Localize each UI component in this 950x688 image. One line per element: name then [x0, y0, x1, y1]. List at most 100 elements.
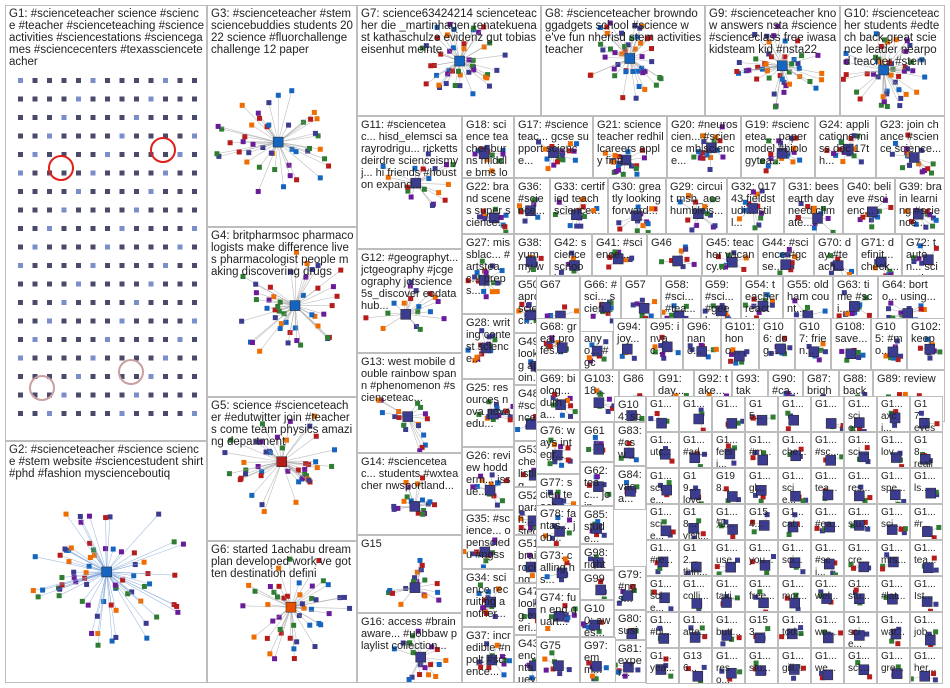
- graph-node: [589, 342, 595, 348]
- graph-node: [90, 115, 96, 120]
- graph-node: [141, 583, 147, 589]
- graph-node: [138, 598, 144, 604]
- graph-node: [704, 211, 710, 217]
- group-network-drawing: [857, 197, 894, 230]
- graph-node: [816, 357, 822, 363]
- graph-hub-node: [925, 634, 936, 646]
- graph-node: [18, 96, 23, 102]
- graph-edge: [294, 295, 338, 306]
- group-network-drawing: [921, 596, 939, 611]
- graph-node: [119, 337, 125, 342]
- graph-hub-node: [890, 489, 901, 501]
- group-network-drawing: [543, 335, 569, 355]
- group-network-drawing: [619, 343, 637, 361]
- graph-node: [293, 499, 299, 505]
- graph-node: [291, 622, 297, 628]
- graph-node: [581, 214, 587, 220]
- graph-edge: [106, 513, 159, 573]
- graph-node: [571, 612, 577, 618]
- small-group-cell: G1... #sc...: [811, 432, 844, 468]
- group-label: G5: science #scienceteacher #edutwitter …: [211, 400, 353, 448]
- group-network-drawing: [818, 669, 834, 681]
- graph-node: [192, 226, 197, 231]
- graph-node: [61, 226, 67, 231]
- group-label: G104: scien: [618, 399, 642, 422]
- small-group-cell: G1... tea...: [811, 468, 844, 504]
- graph-node: [851, 146, 857, 152]
- graph-node: [648, 416, 654, 422]
- graph-node: [683, 393, 689, 399]
- graph-node: [697, 155, 703, 161]
- graph-node: [515, 426, 521, 432]
- graph-edge: [252, 305, 296, 343]
- graph-node: [724, 393, 730, 399]
- small-group-cell: G1... #bl...: [646, 612, 679, 648]
- graph-node: [499, 498, 505, 504]
- group-g75: G75: [536, 637, 580, 683]
- graph-node: [90, 374, 96, 379]
- group-network-drawing: [586, 474, 612, 497]
- graph-node: [635, 204, 641, 210]
- group-label: G91: day...: [658, 373, 685, 397]
- graph-node: [18, 207, 23, 213]
- graph-node: [314, 465, 320, 471]
- graph-node: [654, 411, 660, 417]
- small-group-cell: G19... love: [679, 468, 712, 504]
- group-network-drawing: [841, 31, 928, 110]
- graph-node: [412, 165, 418, 171]
- group-label: G76: ways integr...: [540, 425, 575, 461]
- graph-node: [911, 255, 917, 261]
- graph-node: [422, 593, 428, 599]
- graph-node: [267, 584, 273, 590]
- graph-node: [403, 479, 409, 485]
- graph-node: [18, 115, 23, 120]
- graph-hub-node: [727, 524, 738, 535]
- graph-node: [887, 268, 893, 274]
- graph-node: [492, 614, 498, 620]
- graph-node: [32, 355, 38, 361]
- graph-node: [919, 57, 925, 63]
- graph-node: [837, 147, 843, 153]
- graph-node: [917, 345, 923, 351]
- graph-node: [887, 272, 893, 275]
- group-label: G3: #scienceteacher #stem sciencebuddies…: [211, 8, 353, 56]
- graph-node: [605, 408, 611, 414]
- graph-node: [763, 609, 769, 611]
- graph-hub-node: [657, 556, 669, 568]
- group-label: G16: access #brainaware... #uobbaw playl…: [361, 616, 458, 652]
- graph-node: [933, 217, 939, 223]
- graph-node: [652, 349, 658, 355]
- graph-node: [619, 30, 625, 36]
- group-g36: G36: #science...: [514, 178, 550, 234]
- group-network-drawing: [742, 292, 775, 321]
- graph-hub-node: [693, 413, 704, 425]
- graph-node: [757, 589, 763, 595]
- graph-node: [620, 171, 626, 177]
- graph-node: [163, 281, 168, 287]
- graph-node: [559, 153, 565, 159]
- graph-node: [267, 284, 273, 290]
- graph-node: [696, 149, 702, 155]
- graph-edge: [243, 461, 282, 463]
- graph-node: [736, 216, 742, 222]
- graph-node: [874, 58, 880, 64]
- graph-node: [922, 74, 928, 80]
- group-network-drawing: [214, 88, 332, 194]
- graph-node: [828, 270, 834, 275]
- graph-node: [562, 556, 568, 562]
- graph-hub-node: [638, 303, 650, 314]
- graph-node: [742, 199, 748, 205]
- graph-node: [719, 668, 725, 674]
- graph-node: [784, 252, 790, 258]
- graph-hub-node: [402, 411, 413, 422]
- group-label: G1... mrs...: [881, 543, 906, 566]
- graph-node: [622, 673, 628, 679]
- graph-node: [272, 167, 278, 173]
- graph-edge: [883, 69, 925, 78]
- graph-node: [385, 174, 391, 180]
- group-label: G2: #scienceteacher #science science #st…: [9, 444, 204, 480]
- graph-node: [640, 223, 646, 229]
- graph-node: [843, 72, 849, 78]
- graph-node: [416, 304, 422, 310]
